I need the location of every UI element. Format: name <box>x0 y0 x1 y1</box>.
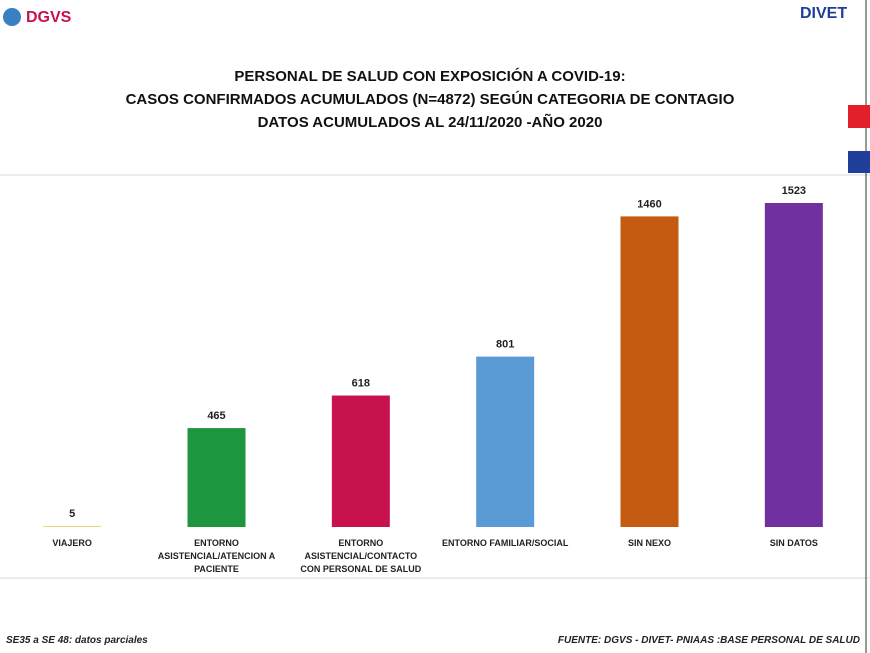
bar <box>620 216 679 527</box>
value-label: 465 <box>207 410 225 422</box>
bar <box>476 356 535 527</box>
value-label: 1460 <box>637 198 661 210</box>
dgvs-icon <box>3 8 21 26</box>
x-tick-label: ENTORNO FAMILIAR/SOCIAL <box>441 538 569 548</box>
logo-text: DGVS <box>26 9 72 26</box>
chart-title: DATOS ACUMULADOS AL 24/11/2020 -AÑO 2020 <box>257 114 603 131</box>
value-label: 5 <box>69 508 75 520</box>
x-tick-label: ENTORNO ASISTENCIAL/CONTACTO CON PERSONA… <box>300 538 422 574</box>
bar <box>187 428 246 527</box>
chart-title: CASOS CONFIRMADOS ACUMULADOS (N=4872) SE… <box>125 91 735 108</box>
logo-text: DIVET <box>800 5 847 22</box>
x-tick-label: ENTORNO ASISTENCIAL/ATENCION A PACIENTE <box>157 538 276 574</box>
value-label: 1523 <box>782 185 806 197</box>
chart-title: PERSONAL DE SALUD CON EXPOSICIÓN A COVID… <box>234 68 626 85</box>
value-label: 618 <box>352 378 370 390</box>
flag-red <box>848 105 870 128</box>
x-tick-label: SIN DATOS <box>769 538 818 548</box>
x-tick-label: SIN NEXO <box>627 538 671 548</box>
bar <box>331 395 390 527</box>
x-tick-label: VIAJERO <box>52 538 92 548</box>
note: SE35 a SE 48: datos parciales <box>6 635 148 646</box>
value-label: 801 <box>496 339 514 351</box>
bar <box>764 203 823 527</box>
bar <box>43 525 102 527</box>
flag-blue <box>848 151 870 173</box>
source: FUENTE: DGVS - DIVET- PNIAAS :BASE PERSO… <box>558 635 860 646</box>
